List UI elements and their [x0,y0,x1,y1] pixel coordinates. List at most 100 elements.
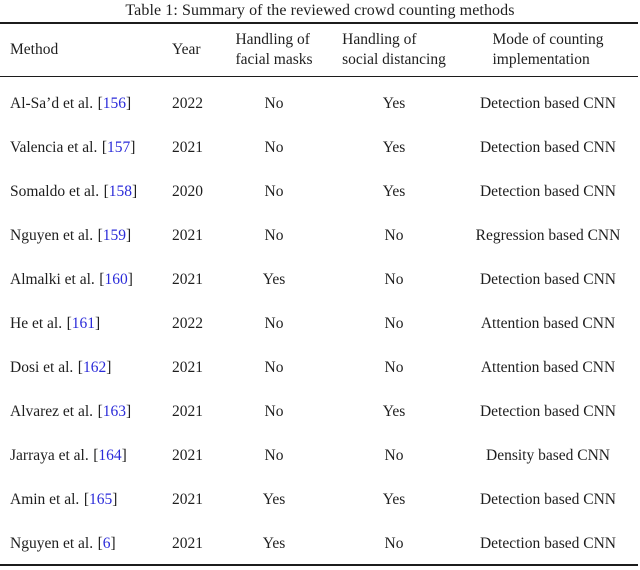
year-cell: 2022 [172,315,203,332]
cite-bracket-open: [ [97,535,103,552]
table-mid-rule [0,76,638,77]
cite-bracket-close: ] [112,491,118,508]
cite-bracket-close: ] [95,315,101,332]
facial-masks-cell: No [264,95,284,112]
facial-masks-cell: No [264,139,284,156]
cite-bracket-close: ] [106,359,112,376]
table-row: Nguyen et al. [6] 2021 Yes No Detection b… [0,522,638,566]
mode-cell: Attention based CNN [480,359,616,376]
cite-bracket-open: [ [77,359,83,376]
citation-link[interactable]: 156 [102,95,126,112]
mode-cell: Attention based CNN [480,315,616,332]
table-row: Jarraya et al. [164] 2021 No No Density b… [0,434,638,478]
social-distancing-cell: Yes [382,95,406,112]
method-cell: Dosi et al. [162] [0,359,165,377]
cite-bracket-open: [ [97,227,103,244]
cite-bracket-close: ] [110,535,116,552]
method-cell: Jarraya et al. [164] [0,447,165,465]
citation-link[interactable]: 162 [82,359,107,376]
social-distancing-cell: No [384,447,404,464]
social-distancing-cell: Yes [382,183,406,200]
citation-link[interactable]: 165 [88,491,113,508]
column-header-mode: Mode of counting implementation [492,31,604,68]
facial-masks-cell: No [264,403,284,420]
facial-masks-cell: Yes [262,535,286,552]
citation-link[interactable]: 159 [102,227,126,244]
table-row: He et al. [161] 2022 No No Attention base… [0,302,638,346]
social-distancing-cell: No [384,227,404,244]
method-cell: Alvarez et al. [163] [0,403,165,421]
cite-bracket-open: [ [93,447,99,464]
table-row: Almalki et al. [160] 2021 Yes No Detectio… [0,258,638,302]
citation-link[interactable]: 164 [98,447,122,464]
method-text: Somaldo et al. [10,183,100,200]
method-text: Valencia et al. [10,139,98,156]
facial-masks-cell: No [264,315,284,332]
method-cell: Valencia et al. [157] [0,139,165,157]
table-row: Amin et al. [165] 2021 Yes Yes Detection … [0,478,638,522]
mode-cell: Detection based CNN [479,403,617,420]
social-distancing-cell: Yes [382,491,406,508]
year-cell: 2021 [172,491,203,508]
table-row: Valencia et al. [157] 2021 No Yes Detecti… [0,126,638,170]
column-header-social-distancing: Handling of social distancing [342,31,446,68]
citation-link[interactable]: 157 [107,139,131,156]
facial-masks-cell: No [264,359,284,376]
method-text: Nguyen et al. [10,227,94,244]
cite-bracket-close: ] [126,95,132,112]
mode-cell: Density based CNN [486,447,610,464]
cite-bracket-close: ] [121,447,127,464]
year-cell: 2021 [172,271,203,288]
table-row: Nguyen et al. [159] 2021 No No Regression… [0,214,638,258]
table-header-row: Method Year Handling of facial masks Han… [0,24,638,76]
method-cell: Al-Sa’d et al. [156] [0,95,165,113]
mode-cell: Detection based CNN [479,95,617,112]
cite-bracket-open: [ [66,315,72,332]
method-text: He et al. [10,315,63,332]
column-header-year: Year [172,41,201,58]
cite-bracket-open: [ [83,491,89,508]
facial-masks-cell: No [264,227,284,244]
citation-link[interactable]: 160 [104,271,128,288]
method-cell: Amin et al. [165] [0,491,165,509]
cite-bracket-close: ] [126,227,132,244]
facial-masks-cell: Yes [262,491,286,508]
year-cell: 2021 [172,139,203,156]
table-bottom-rule [0,564,638,566]
year-cell: 2021 [172,535,203,552]
column-header-facial-masks: Handling of facial masks [235,31,313,68]
citation-link[interactable]: 6 [102,535,111,552]
cite-bracket-close: ] [132,183,138,200]
social-distancing-cell: No [384,271,404,288]
mode-cell: Detection based CNN [479,271,617,288]
table-body: Al-Sa’d et al. [156] 2022 No Yes Detectio… [0,82,638,566]
table-row: Al-Sa’d et al. [156] 2022 No Yes Detectio… [0,82,638,126]
facial-masks-cell: No [264,447,284,464]
cite-bracket-close: ] [127,271,133,288]
method-cell: Nguyen et al. [159] [0,227,165,245]
cite-bracket-open: [ [101,139,108,156]
citation-link[interactable]: 161 [71,315,95,332]
cite-bracket-open: [ [97,403,103,420]
cite-bracket-close: ] [130,139,136,156]
method-text: Dosi et al. [10,359,74,376]
method-cell: Almalki et al. [160] [0,271,165,289]
method-text: Amin et al. [10,491,80,508]
year-cell: 2021 [172,359,203,376]
citation-link[interactable]: 163 [102,403,126,420]
mode-cell: Detection based CNN [479,139,617,156]
social-distancing-cell: Yes [382,139,406,156]
citation-link[interactable]: 158 [108,183,133,200]
method-text: Jarraya et al. [10,447,89,464]
column-header-method: Method [10,41,59,58]
facial-masks-cell: Yes [262,271,286,288]
social-distancing-cell: No [384,535,404,552]
mode-cell: Detection based CNN [479,535,617,552]
mode-cell: Detection based CNN [479,183,617,200]
social-distancing-cell: Yes [382,403,406,420]
mode-cell: Regression based CNN [475,227,621,244]
year-cell: 2020 [172,183,203,200]
cite-bracket-open: [ [97,95,103,112]
facial-masks-cell: No [264,183,284,200]
